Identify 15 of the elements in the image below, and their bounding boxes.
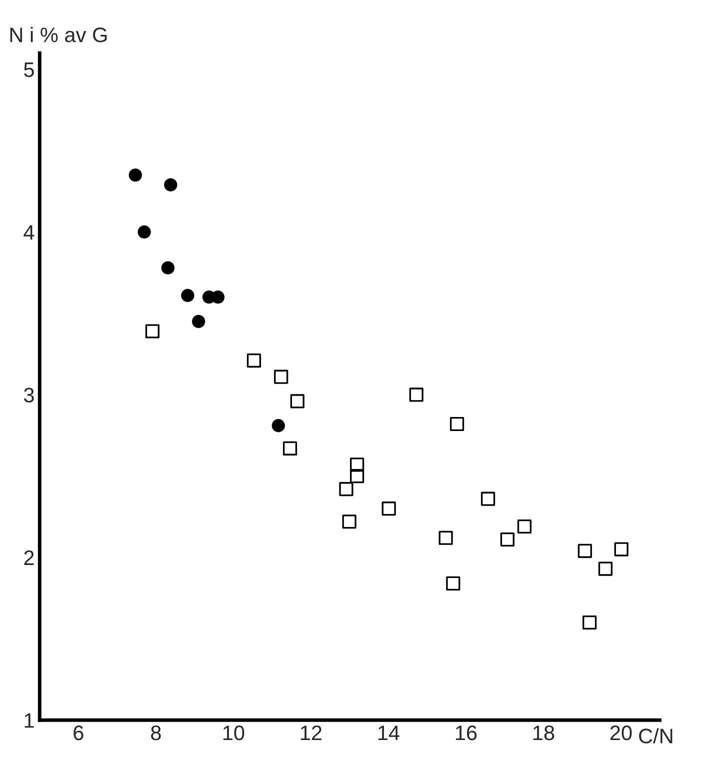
x-tick-label: 14 bbox=[378, 726, 400, 740]
x-tick-label: 6 bbox=[74, 726, 84, 740]
y-tick-label: 3 bbox=[24, 388, 34, 402]
y-tick-label: 1 bbox=[24, 713, 34, 728]
x-tick-label: 16 bbox=[456, 726, 477, 740]
y-tick-label: 2 bbox=[24, 550, 34, 565]
x-axis-title: C/N bbox=[639, 728, 672, 744]
x-tick-label: 10 bbox=[223, 726, 244, 740]
x-tick-label: 12 bbox=[300, 726, 322, 740]
x-tick-label: 8 bbox=[151, 726, 161, 740]
x-tick-label: 18 bbox=[533, 726, 554, 740]
y-tick-label: 5 bbox=[24, 62, 34, 78]
x-tick-label: 20 bbox=[610, 726, 632, 740]
y-axis-title: N i % av G bbox=[10, 26, 107, 42]
y-tick-label: 4 bbox=[24, 225, 34, 240]
